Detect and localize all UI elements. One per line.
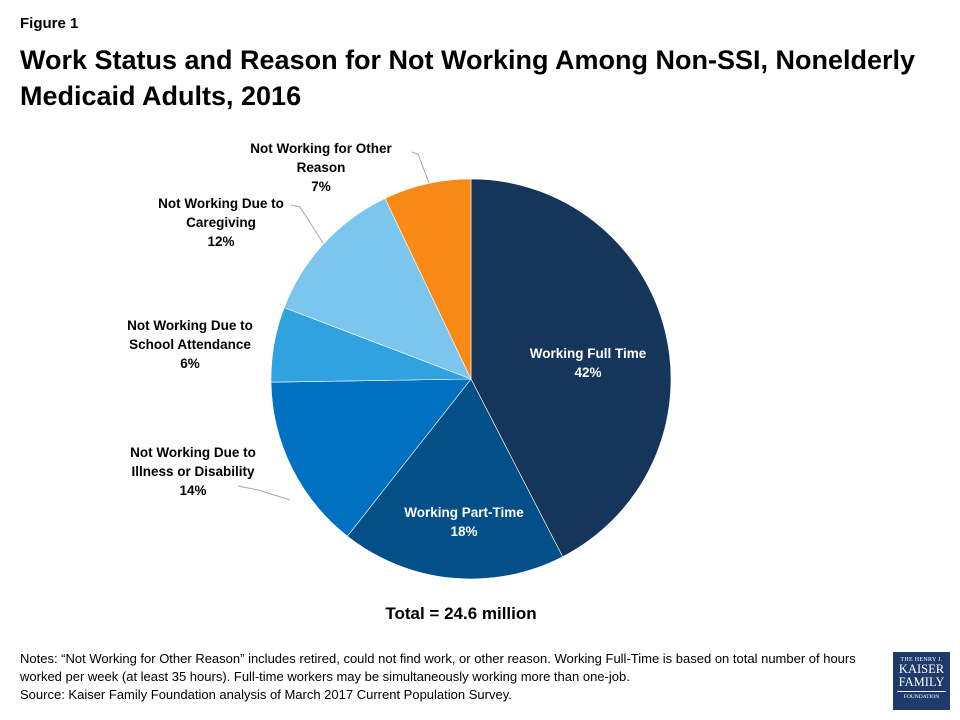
pie-slice xyxy=(283,198,472,380)
leader-line xyxy=(290,204,324,244)
data-label: Not Working for Other xyxy=(250,141,392,156)
logo-line1: THE HENRY J. xyxy=(900,657,943,663)
chart-title: Work Status and Reason for Not Working A… xyxy=(20,45,916,111)
data-label-value: 7% xyxy=(311,179,331,194)
figure-label: Figure 1 xyxy=(20,15,79,32)
data-label: Not Working Due to xyxy=(130,445,256,460)
logo-line4: FOUNDATION xyxy=(897,691,946,700)
data-label-value: 12% xyxy=(207,234,234,249)
logo-line2: KAISER xyxy=(898,662,945,676)
data-label: Not Working Due to xyxy=(158,196,284,211)
logo-line3: FAMILY xyxy=(898,675,945,689)
data-label-value: 14% xyxy=(179,483,206,498)
total-label: Total = 24.6 million xyxy=(385,604,537,623)
pie-slice xyxy=(346,378,564,580)
data-label-value: 42% xyxy=(574,365,601,380)
data-label: Caregiving xyxy=(186,215,256,230)
leader-line xyxy=(411,151,430,184)
data-label: Not Working Due to xyxy=(127,318,253,333)
pie-slice xyxy=(270,378,472,537)
data-label-value: 18% xyxy=(450,524,477,539)
kff-logo: THE HENRY J. KAISER FAMILY FOUNDATION xyxy=(893,652,950,710)
data-label: Illness or Disability xyxy=(131,464,255,479)
pie-slice xyxy=(470,178,672,558)
notes-text: Notes: “Not Working for Other Reason” in… xyxy=(20,651,856,684)
notes: Notes: “Not Working for Other Reason” in… xyxy=(20,650,880,704)
leader-line xyxy=(237,485,291,501)
data-label: School Attendance xyxy=(129,337,251,352)
data-label: Reason xyxy=(297,160,346,175)
data-label-value: 6% xyxy=(180,356,200,371)
data-label: Working Part-Time xyxy=(404,505,524,520)
source-text: Source: Kaiser Family Foundation analysi… xyxy=(20,687,512,702)
data-label: Working Full Time xyxy=(530,346,647,361)
pie-slice xyxy=(384,178,472,380)
